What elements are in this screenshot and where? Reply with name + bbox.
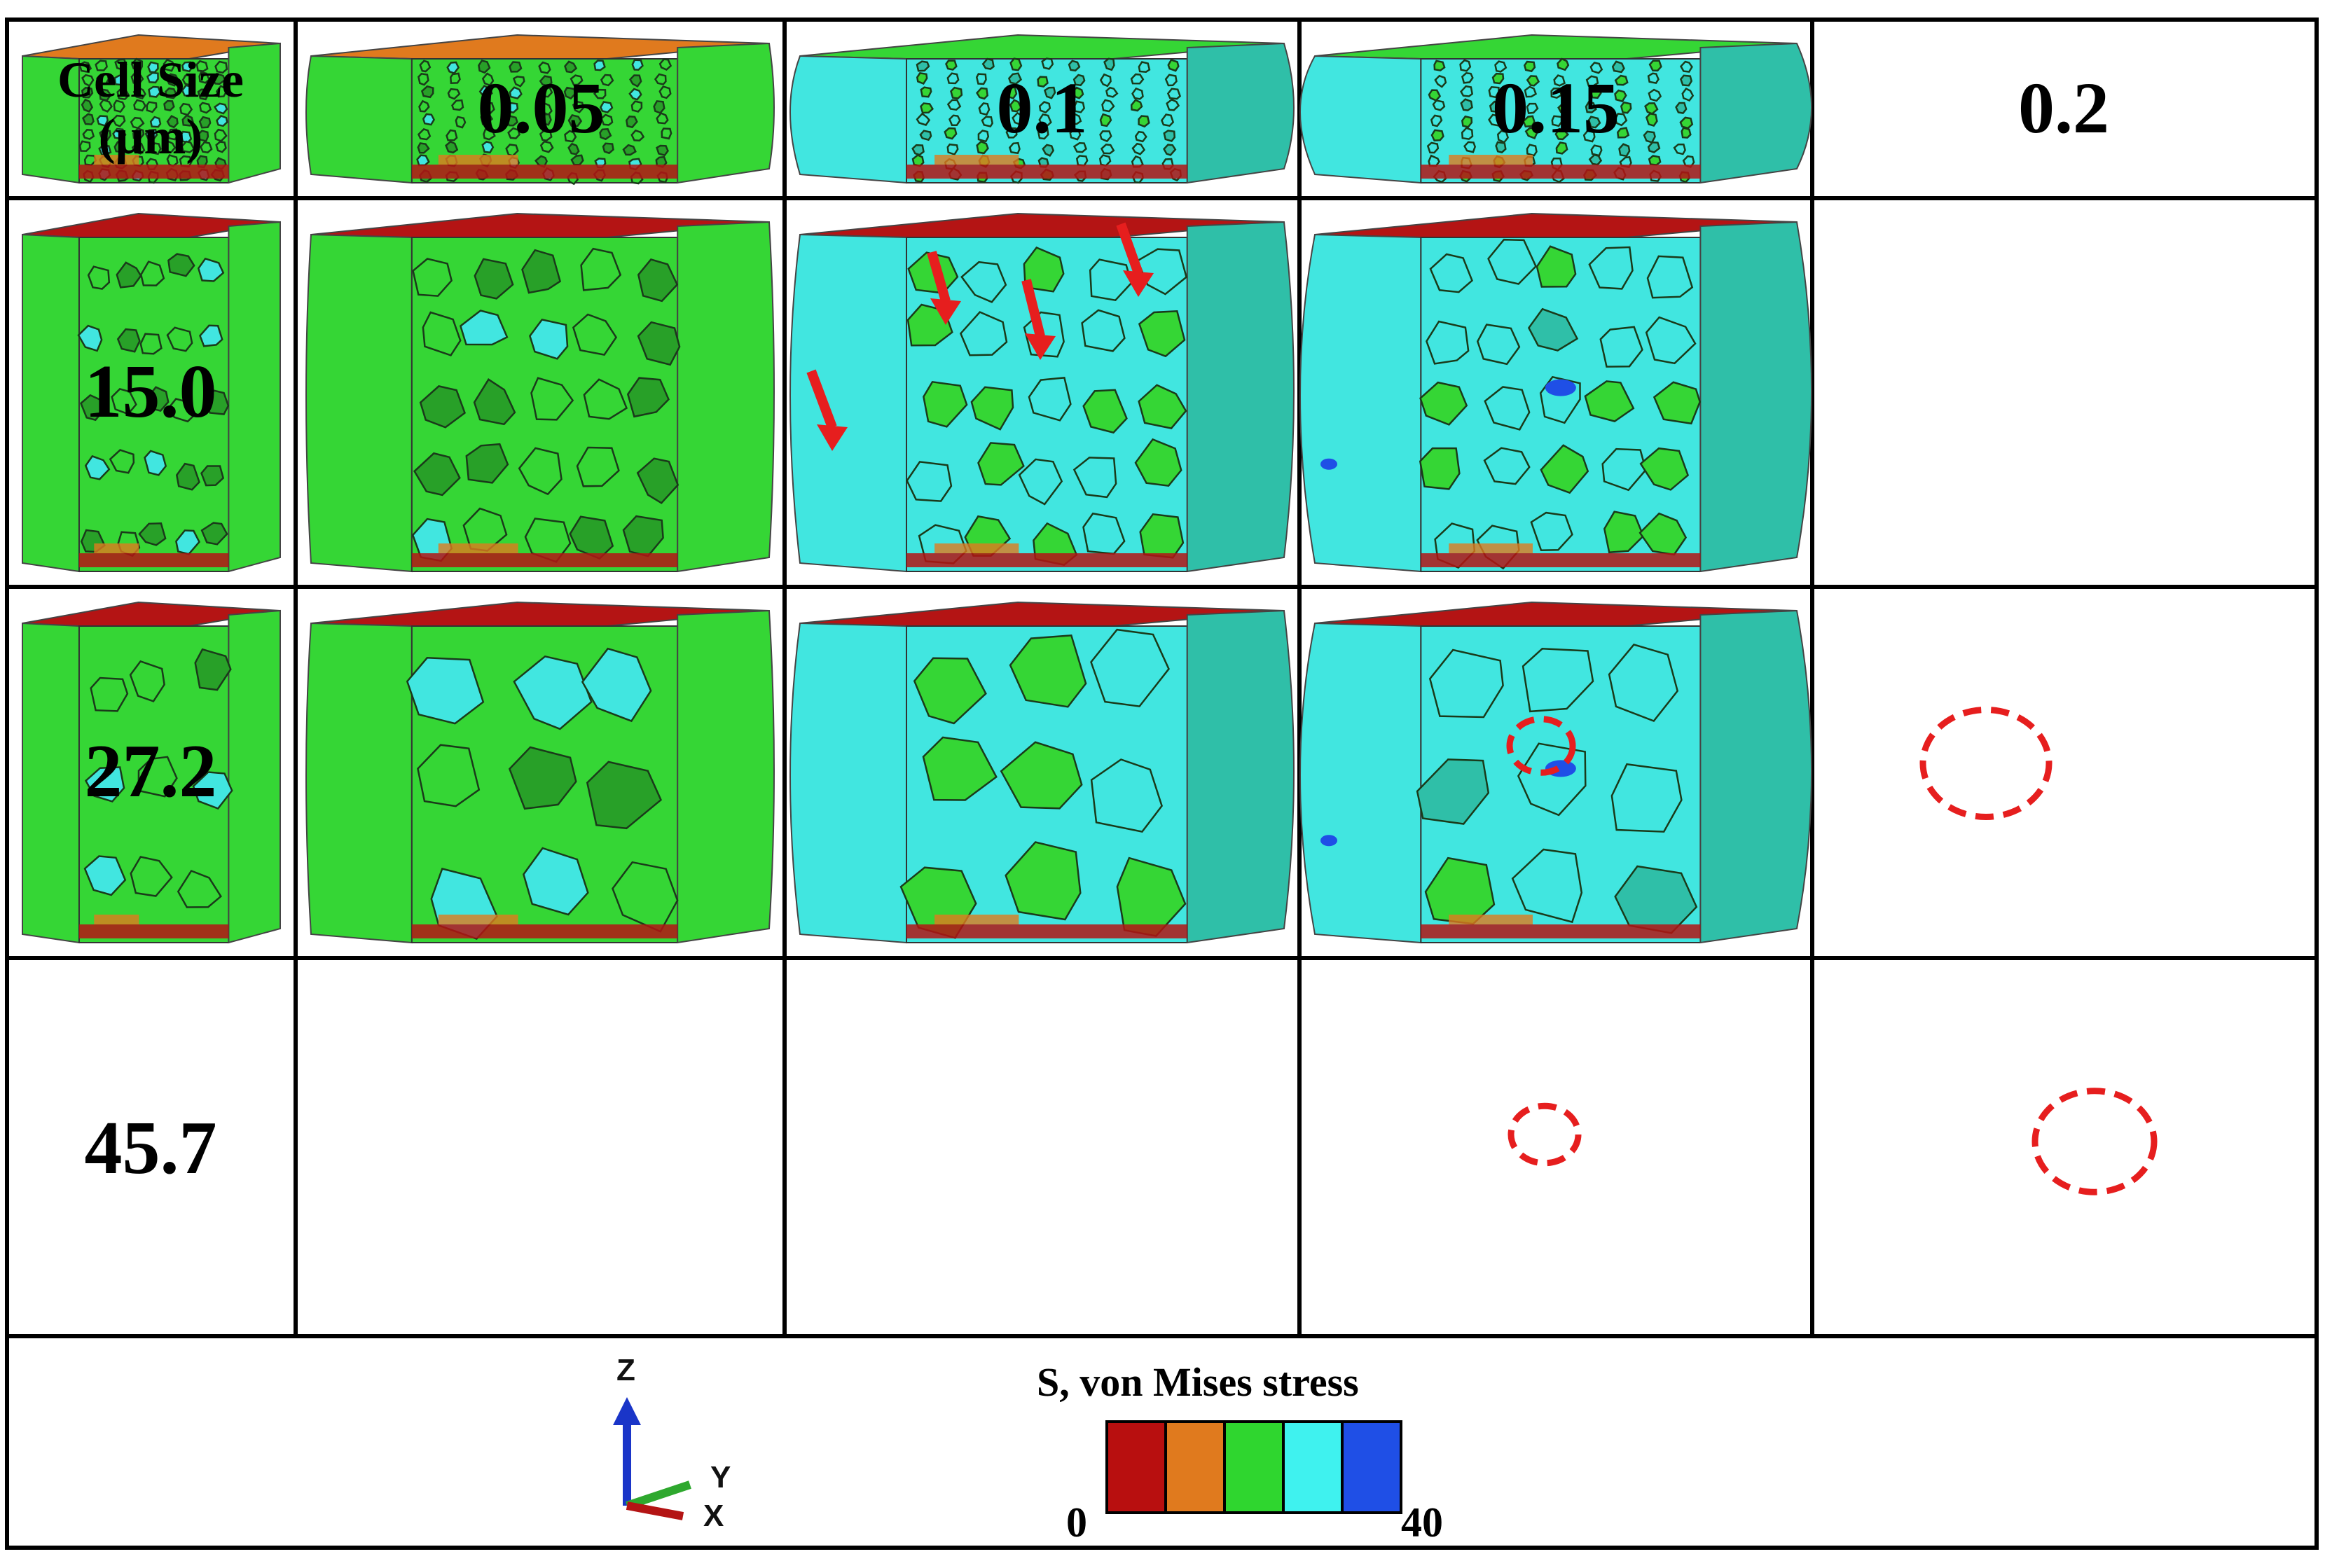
column-header-2: 0.15 xyxy=(1492,67,1620,148)
row-header-0: 15.0 xyxy=(84,349,217,433)
cube-1-2 xyxy=(789,212,1295,573)
axis-triad xyxy=(613,1397,691,1520)
stress-arrow-0 xyxy=(806,369,848,451)
legend-max: 40 xyxy=(1401,1499,1443,1546)
x-axis-arrow xyxy=(626,1501,684,1520)
cube-2-0 xyxy=(21,601,282,944)
legend-swatch-4 xyxy=(1341,1420,1402,1514)
column-header-3: 0.2 xyxy=(2018,67,2109,148)
column-header-0: 0.05 xyxy=(477,67,605,148)
highlight-circle-2 xyxy=(1508,1102,1582,1167)
corner-header: Cell Size (μm) xyxy=(7,21,294,196)
z-axis-head xyxy=(613,1397,641,1425)
corner-label-line2: (μm) xyxy=(98,109,203,165)
cube-1-3 xyxy=(1299,212,1812,573)
cube-2-1 xyxy=(305,601,775,944)
legend-swatch-2 xyxy=(1223,1420,1285,1514)
cube-1-0 xyxy=(21,212,282,573)
row-header-1: 27.2 xyxy=(84,730,217,814)
highlight-circle-0 xyxy=(1506,716,1576,776)
cube-0-3 xyxy=(1299,34,1812,184)
axis-label-x: X xyxy=(703,1499,724,1533)
cube-2-3 xyxy=(1299,601,1812,944)
column-header-1: 0.1 xyxy=(996,67,1088,148)
corner-label-line1: Cell Size xyxy=(57,52,244,109)
stress-arrow-2 xyxy=(1021,279,1056,360)
table-border xyxy=(5,18,2319,1550)
y-axis-arrow xyxy=(626,1480,691,1510)
cube-0-0 xyxy=(21,34,282,184)
cube-1-1 xyxy=(305,212,775,573)
legend-colorbar xyxy=(1105,1420,1402,1514)
legend-swatch-1 xyxy=(1164,1420,1226,1514)
highlight-circle-3 xyxy=(2031,1088,2158,1195)
cube-0-1 xyxy=(305,34,775,186)
axis-label-y: Y xyxy=(710,1460,731,1494)
cube-0-2 xyxy=(789,34,1295,184)
cube-2-2 xyxy=(789,601,1295,944)
highlight-circle-1 xyxy=(1919,707,2053,820)
stress-arrow-3 xyxy=(1116,222,1154,297)
axis-label-z: Z xyxy=(616,1353,635,1387)
legend-min: 0 xyxy=(1066,1499,1087,1546)
legend-swatch-0 xyxy=(1105,1420,1167,1514)
legend-swatch-3 xyxy=(1282,1420,1344,1514)
legend-title: S, von Mises stress xyxy=(1037,1359,1359,1405)
stress-arrow-1 xyxy=(927,251,961,325)
row-header-2: 45.7 xyxy=(84,1106,217,1190)
